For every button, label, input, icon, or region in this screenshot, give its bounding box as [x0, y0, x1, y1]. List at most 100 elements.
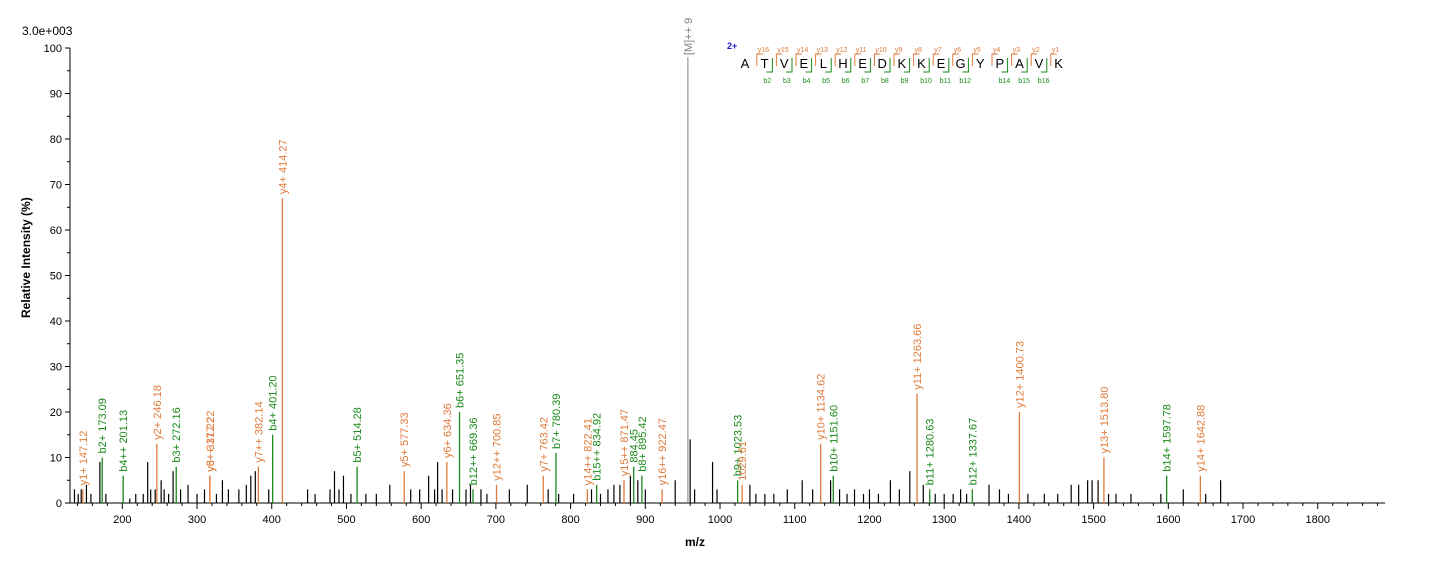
peak-labels: y1+ 147.12 b2+ 173.09 b4++ 201.13 y2+ 246.1…: [78, 18, 1208, 486]
y-ion-bracket: [795, 53, 802, 66]
x-tick-label: 1200: [857, 514, 881, 526]
sequence-residue: Y: [976, 56, 985, 71]
b-ion-bracket: [1021, 58, 1028, 73]
y-ion-bracket: [913, 53, 920, 66]
b-ion-label: b14: [999, 78, 1011, 85]
sequence-residue: V: [1035, 56, 1044, 71]
peak-label: y5+ 577.33: [399, 412, 411, 467]
b-ion-label: b11: [940, 78, 951, 85]
y-ion-bracket: [932, 53, 940, 66]
x-tick-label: 500: [337, 514, 355, 526]
x-tick-label: 1500: [1081, 514, 1105, 526]
y-ion-label: y15: [777, 47, 788, 54]
x-tick-label: 900: [636, 514, 654, 526]
b-ion-bracket: [864, 58, 871, 73]
b-ion-label: b4: [803, 78, 811, 85]
peak-label: b5+ 514.28: [352, 407, 364, 462]
y-ion-bracket: [775, 53, 783, 66]
y-ion-bracket: [873, 53, 881, 66]
peak-label: y6++ 317.22: [205, 411, 217, 472]
b-ion-label: b5: [822, 78, 830, 85]
peak-label: y2+ 246.18: [152, 385, 164, 440]
b-ion-label: b10: [920, 78, 932, 85]
sequence-residue: E: [858, 56, 867, 71]
y-tick-label: 30: [50, 362, 62, 374]
b-ion-label: b6: [842, 78, 850, 85]
y-tick-label: 100: [44, 43, 62, 55]
intensity-scale-label: 3.0e+003: [22, 24, 73, 38]
x-tick-label: 1700: [1231, 514, 1255, 526]
y-ion-label: y16: [758, 47, 769, 54]
x-tick-label: 800: [561, 514, 579, 526]
b-ion-label: b7: [861, 78, 869, 85]
b-ion-bracket: [786, 58, 793, 73]
y-ion-bracket: [854, 53, 861, 66]
sequence-residue: G: [956, 56, 966, 71]
y-tick-label: 20: [50, 407, 62, 419]
y-ion-bracket: [834, 53, 842, 66]
sequence-residue: P: [995, 56, 1004, 71]
y-tick-label: 50: [50, 271, 62, 283]
y-ion-bracket: [893, 53, 900, 66]
y-ion-label: y1: [1052, 47, 1060, 54]
b-ion-bracket: [942, 58, 950, 73]
y-ion-bracket: [756, 53, 763, 66]
precursor-label: [M]++ 9: [683, 18, 695, 55]
peak-label: y7++ 382.14: [253, 401, 265, 462]
y-ion-bracket: [1050, 53, 1057, 66]
peak-label: b4++ 201.13: [118, 410, 130, 472]
x-tick-label: 400: [263, 514, 281, 526]
x-tick-label: 1100: [783, 514, 807, 526]
peak-label: b14+ 1597.78: [1162, 404, 1174, 472]
b-ion-label: b9: [901, 78, 909, 85]
b-ion-label: b12: [959, 78, 971, 85]
b-ion-bracket: [766, 58, 773, 73]
y-tick-label: 70: [50, 180, 62, 192]
peak-label: b12++ 669.36: [468, 417, 480, 485]
sequence-residue: D: [878, 56, 887, 71]
b-ion-bracket: [962, 58, 969, 73]
peak-label: b9+ 1023.53: [733, 415, 745, 476]
sequence-residue: V: [780, 56, 789, 71]
sequence-residue: L: [820, 56, 827, 71]
b-ion-bracket: [805, 58, 813, 73]
peak-label: b6+ 651.35: [455, 353, 467, 408]
b-ion-bracket: [825, 58, 832, 73]
peak-label: b12+ 1337.67: [967, 418, 979, 486]
peak-label: b8+ 895.42: [637, 416, 649, 471]
sequence-residue: A: [1015, 56, 1024, 71]
y-ion-label: y6: [954, 47, 962, 54]
sequence-residue: A: [741, 56, 750, 71]
peak-label: 1029.61: [737, 441, 749, 481]
b-ion-bracket: [884, 58, 891, 73]
peak-label: b3+ 272.16: [171, 407, 183, 462]
sequence-residue: K: [897, 56, 906, 71]
peak-label: y12++ 700.85: [492, 414, 504, 481]
peak-label: y10+ 1134.62: [816, 374, 828, 440]
b-ion-label: b3: [783, 78, 791, 85]
y-ion-label: y9: [895, 47, 903, 54]
b-ion-label: b16: [1038, 78, 1050, 85]
b-ion-label: b2: [763, 78, 771, 85]
sequence-residue: E: [937, 56, 946, 71]
peak-label: b11+ 1280.63: [925, 419, 937, 486]
sequence-residue: H: [838, 56, 847, 71]
peak-label: y7+ 763.42: [538, 417, 550, 472]
x-tick-label: 1300: [932, 514, 956, 526]
y-ion-label: y8: [915, 47, 923, 54]
y-ion-label: y12: [836, 47, 847, 54]
b-ion-label: b8: [881, 78, 889, 85]
y-ion-bracket: [1011, 53, 1018, 66]
y-ion-label: y10: [875, 47, 886, 54]
x-tick-label: 1000: [708, 514, 732, 526]
charge-state-label: 2+: [727, 41, 737, 51]
peak-label: b15++ 834.92: [592, 413, 604, 481]
peak-label: y14+ 1642.88: [1195, 405, 1207, 472]
plot-area: [69, 48, 1385, 504]
peak-label: b7+ 780.39: [551, 394, 563, 449]
y-tick-label: 60: [50, 225, 62, 237]
y-ion-label: y11: [856, 47, 867, 54]
y-tick-label: 40: [50, 316, 62, 328]
b-ion-bracket: [923, 58, 930, 73]
y-axis-title: Relative Intensity (%): [19, 197, 33, 318]
